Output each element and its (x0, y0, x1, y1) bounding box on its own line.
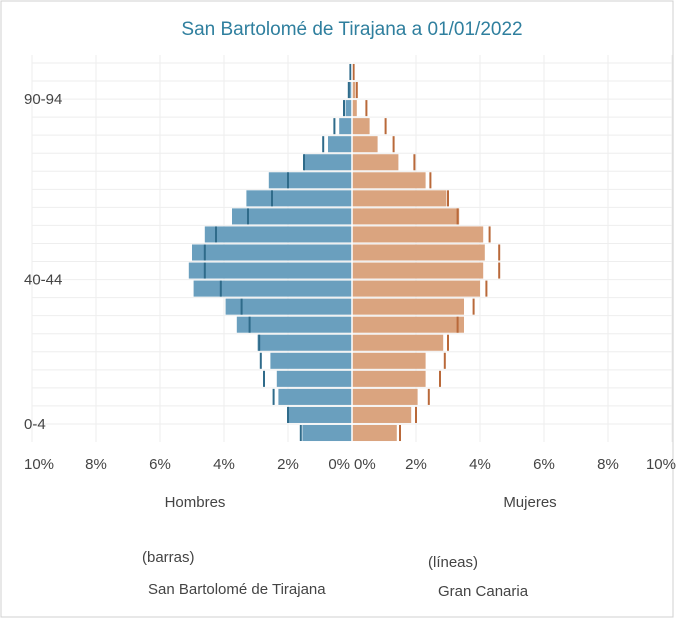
bar (352, 244, 485, 261)
bar (352, 316, 464, 333)
bar (352, 424, 397, 442)
bar (352, 190, 447, 207)
bar (352, 388, 418, 405)
bar (188, 262, 352, 279)
bar (352, 334, 444, 351)
bar (204, 226, 352, 243)
legend-style: (barras) (142, 549, 195, 566)
bar (345, 100, 352, 117)
legend-name: San Bartolomé de Tirajana (148, 581, 326, 598)
legend-name: Gran Canaria (438, 583, 529, 600)
bar (270, 352, 352, 369)
bar (257, 334, 352, 351)
x-tick-label: 10% (646, 456, 676, 473)
bar (268, 172, 352, 189)
x-tick-label: 8% (597, 456, 619, 473)
bar (352, 280, 480, 297)
bar (304, 154, 352, 171)
bar (352, 100, 357, 117)
y-tick-label: 90-94 (24, 91, 62, 108)
bar (352, 370, 426, 387)
x-tick-label: 6% (533, 456, 555, 473)
bar (352, 406, 412, 423)
bar (352, 118, 370, 135)
x-tick-label: 2% (277, 456, 299, 473)
bar (276, 370, 352, 387)
bar (348, 82, 352, 99)
bar (302, 424, 352, 442)
bar (352, 226, 484, 243)
bar (352, 172, 426, 189)
bar (352, 154, 399, 171)
bar (288, 406, 352, 423)
bar (352, 298, 464, 315)
sex-label: Mujeres (503, 494, 556, 511)
y-tick-label: 0-4 (24, 416, 46, 433)
y-tick-label: 40-44 (24, 272, 62, 289)
sex-label: Hombres (165, 494, 226, 511)
x-tick-label: 0% (354, 456, 376, 473)
x-tick-label: 2% (405, 456, 427, 473)
chart-title: San Bartolomé de Tirajana a 01/01/2022 (181, 19, 522, 40)
x-tick-label: 6% (149, 456, 171, 473)
x-tick-label: 10% (24, 456, 54, 473)
bar (192, 244, 352, 261)
bar (278, 388, 352, 405)
bar (328, 136, 352, 153)
bar (352, 262, 484, 279)
bar (236, 316, 352, 333)
bar (352, 208, 460, 225)
x-tick-label: 4% (469, 456, 491, 473)
bar (352, 136, 378, 153)
legend-style: (líneas) (428, 554, 478, 571)
bar (352, 352, 426, 369)
bar (339, 118, 352, 135)
x-tick-label: 8% (85, 456, 107, 473)
bar (246, 190, 352, 207)
bar (193, 280, 352, 297)
x-tick-label: 4% (213, 456, 235, 473)
bar (352, 82, 356, 99)
bar (232, 208, 352, 225)
bar (225, 298, 352, 315)
x-tick-label: 0% (328, 456, 350, 473)
